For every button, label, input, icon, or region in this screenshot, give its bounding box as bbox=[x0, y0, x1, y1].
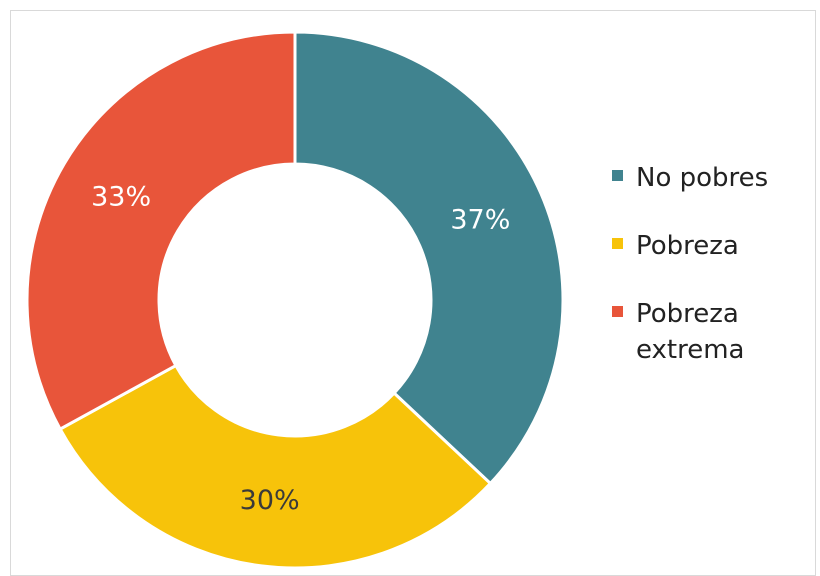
legend-label-pobreza: Pobreza bbox=[636, 231, 739, 261]
legend-swatch-pobreza bbox=[612, 238, 623, 249]
legend-item-pobreza: Pobreza bbox=[612, 228, 812, 264]
legend-item-pobreza-extrema: Pobreza extrema bbox=[612, 296, 812, 368]
donut-slice-pobreza bbox=[58, 363, 493, 570]
legend-swatch-pobreza-extrema bbox=[612, 306, 623, 317]
legend-label-no-pobres: No pobres bbox=[636, 163, 769, 193]
donut-slice-no-pobres bbox=[293, 30, 565, 486]
data-label-pobreza-extrema: 33% bbox=[91, 182, 151, 213]
legend-label-pobreza-extrema: Pobreza extrema bbox=[636, 299, 745, 365]
legend: No pobres Pobreza Pobreza extrema bbox=[612, 160, 812, 400]
donut-slice-pobreza-extrema bbox=[25, 30, 297, 432]
legend-item-no-pobres: No pobres bbox=[612, 160, 812, 196]
data-label-no-pobres: 37% bbox=[450, 204, 510, 235]
legend-swatch-no-pobres bbox=[612, 170, 623, 181]
donut-chart: 37% 30% 33% bbox=[25, 30, 565, 570]
data-label-pobreza: 30% bbox=[240, 485, 300, 516]
